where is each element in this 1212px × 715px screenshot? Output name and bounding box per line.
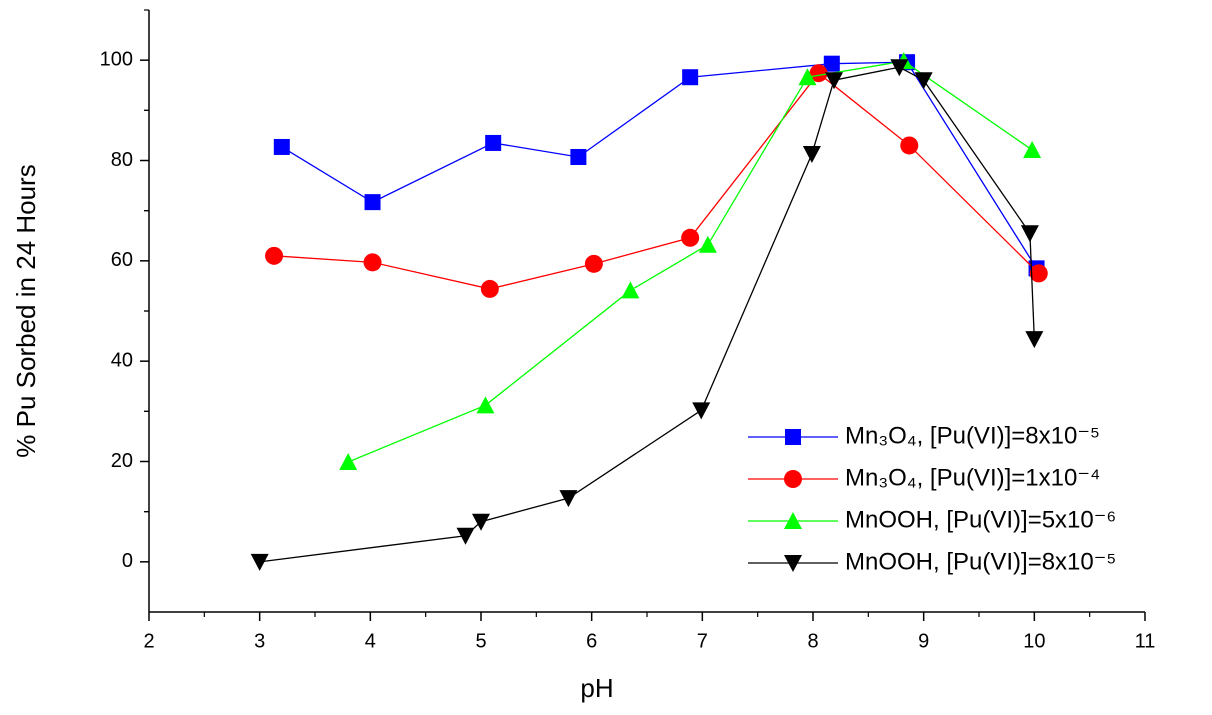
marker	[1025, 331, 1044, 349]
legend-label: Mn₃O₄, [Pu(VI)]=8x10⁻⁵	[845, 422, 1100, 449]
x-tick-label: 7	[697, 630, 708, 652]
marker	[900, 136, 919, 155]
x-tick-label: 3	[254, 630, 265, 652]
legend-label: Mn₃O₄, [Pu(VI)]=1x10⁻⁴	[845, 464, 1100, 491]
marker	[809, 64, 828, 83]
marker	[472, 513, 490, 531]
marker	[250, 553, 269, 571]
x-tick-label: 2	[143, 630, 154, 652]
marker	[273, 138, 290, 155]
marker	[570, 148, 587, 165]
marker	[1023, 140, 1042, 158]
marker	[559, 490, 578, 508]
marker	[1020, 225, 1039, 243]
legend-marker	[784, 470, 802, 488]
legend-label: MnOOH, [Pu(VI)]=8x10⁻⁵	[845, 548, 1116, 575]
y-tick-label: 80	[111, 149, 133, 171]
marker	[364, 194, 381, 211]
y-tick-label: 20	[111, 450, 133, 472]
legend-marker	[784, 512, 802, 529]
marker	[698, 235, 717, 253]
y-tick-label: 0	[122, 550, 133, 572]
marker	[476, 396, 495, 414]
marker	[480, 279, 499, 298]
marker	[823, 55, 840, 72]
marker	[825, 72, 844, 90]
marker	[798, 68, 817, 86]
legend-label: MnOOH, [Pu(VI)]=5x10⁻⁶	[845, 506, 1116, 533]
legend-marker	[785, 429, 801, 445]
series-line	[347, 60, 1033, 463]
marker	[914, 72, 933, 90]
x-tick-label: 6	[586, 630, 597, 652]
series-line	[281, 61, 1038, 269]
marker	[339, 453, 358, 471]
marker	[1029, 264, 1048, 283]
marker	[681, 228, 700, 247]
marker	[265, 246, 284, 265]
x-tick-label: 10	[1023, 630, 1045, 652]
y-tick-label: 40	[111, 349, 133, 371]
x-tick-label: 5	[475, 630, 486, 652]
legend-marker	[784, 555, 802, 572]
y-tick-label: 100	[100, 48, 133, 70]
x-tick-label: 11	[1135, 630, 1156, 652]
marker	[584, 254, 603, 273]
series-line	[274, 72, 1040, 290]
marker	[485, 134, 502, 151]
y-axis-label: % Pu Sorbed in 24 Hours	[11, 164, 41, 457]
marker	[456, 527, 475, 545]
marker	[621, 281, 640, 299]
y-tick-label: 60	[111, 249, 133, 271]
x-tick-label: 8	[807, 630, 818, 652]
x-tick-label: 9	[918, 630, 929, 652]
x-axis-label: pH	[580, 673, 613, 703]
marker	[682, 69, 699, 86]
x-tick-label: 4	[365, 630, 376, 652]
marker	[890, 59, 909, 77]
marker	[363, 253, 382, 272]
marker	[692, 402, 711, 420]
marker	[802, 145, 821, 163]
